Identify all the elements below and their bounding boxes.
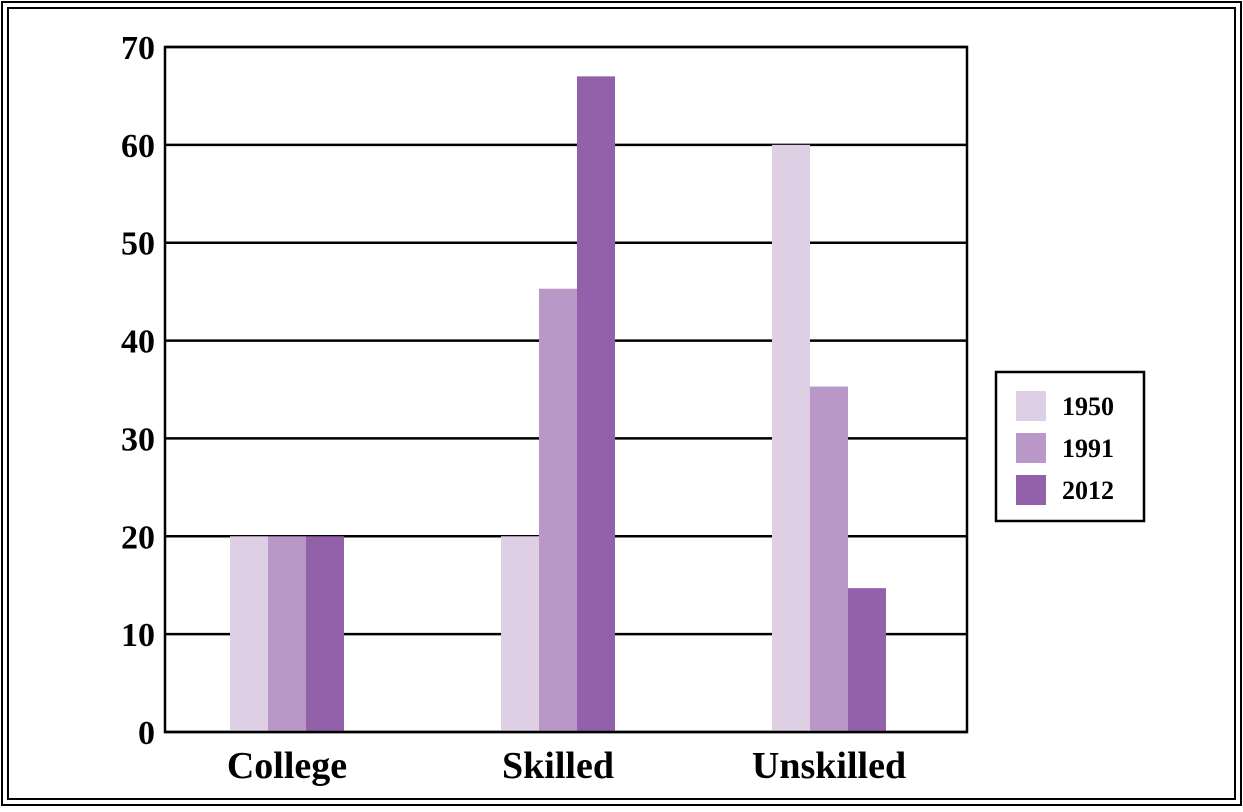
bar-unskilled-2012: [848, 588, 886, 732]
plot-area-border: [163, 45, 969, 734]
y-tick-label: 70: [121, 30, 155, 67]
bar-skilled-1991: [539, 288, 577, 732]
legend-label: 2012: [1062, 476, 1114, 505]
y-axis-ticks: 0 10 20 30 40 50 60 70: [121, 30, 155, 752]
y-tick-label: 30: [121, 421, 155, 458]
y-tick-label: 40: [121, 324, 155, 361]
legend-label: 1950: [1062, 392, 1114, 421]
y-tick-label: 50: [121, 226, 155, 263]
y-tick-label: 10: [121, 617, 155, 654]
bar-unskilled-1950: [772, 144, 810, 732]
bar-skilled-2012: [577, 76, 615, 733]
bar-college-1950: [230, 536, 268, 732]
x-tick-label: Skilled: [502, 745, 614, 787]
y-tick-label: 60: [121, 128, 155, 165]
legend-swatch-1950: [1016, 391, 1046, 421]
bar-unskilled-1991: [810, 386, 848, 732]
legend-swatch-2012: [1016, 475, 1046, 505]
bar-college-1991: [268, 536, 306, 732]
bar-college-2012: [306, 536, 344, 732]
legend: 1950 1991 2012: [994, 370, 1146, 523]
bar-skilled-1950: [501, 536, 539, 732]
legend-swatch-1991: [1016, 433, 1046, 463]
x-tick-label: College: [227, 745, 347, 787]
y-tick-label: 20: [121, 519, 155, 556]
x-axis-ticks: College Skilled Unskilled: [227, 745, 906, 787]
bars-group: [230, 76, 886, 733]
y-tick-label: 0: [138, 715, 155, 752]
legend-label: 1991: [1062, 434, 1114, 463]
x-tick-label: Unskilled: [752, 745, 906, 787]
inner-border: [7, 7, 1236, 800]
